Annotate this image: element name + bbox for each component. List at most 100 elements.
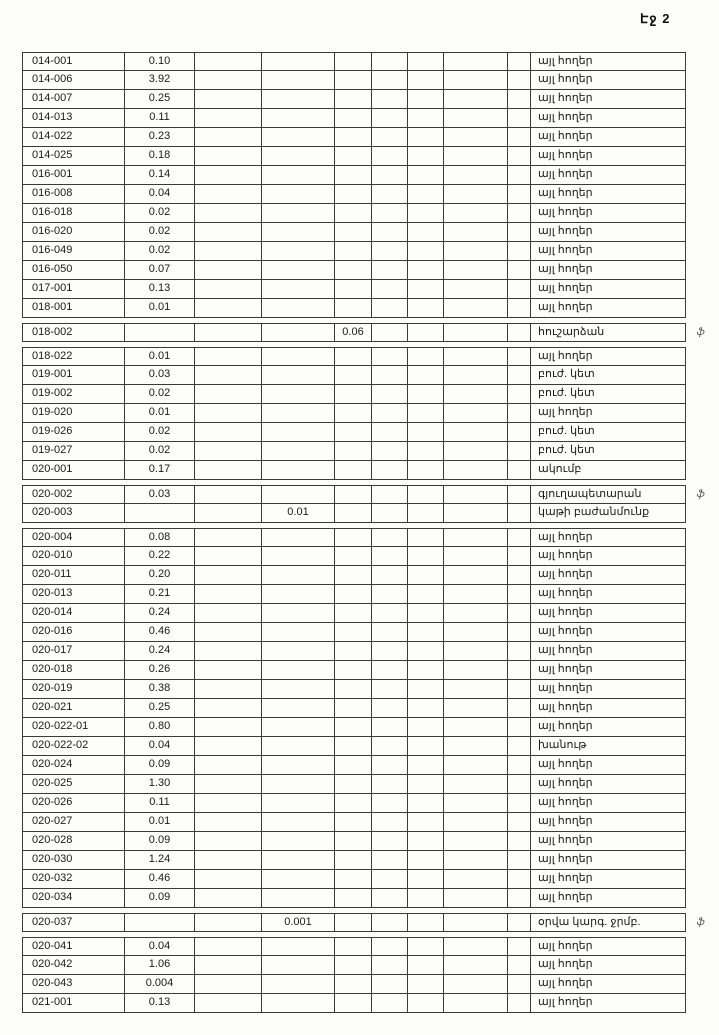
empty-cell [195, 585, 262, 603]
empty-cell [372, 109, 408, 127]
empty-cell [508, 975, 531, 993]
col4-value-cell [262, 956, 335, 974]
col4-value-cell [262, 223, 335, 241]
empty-cell [444, 90, 508, 108]
empty-cell [444, 604, 508, 622]
empty-cell [444, 442, 508, 460]
table-row: 020-002 0.03 գյուղապետարան ֆ [22, 485, 704, 504]
col5-value-cell [335, 261, 372, 279]
empty-cell [508, 486, 531, 503]
area-value-cell: 0.01 [125, 404, 195, 422]
parcel-id-cell: 020-028 [22, 832, 125, 850]
empty-cell [508, 109, 531, 127]
empty-cell [195, 366, 262, 384]
area-value-cell: 0.14 [125, 166, 195, 184]
col5-value-cell [335, 128, 372, 146]
empty-cell [372, 299, 408, 317]
parcel-id-cell: 019-026 [22, 423, 125, 441]
empty-cell [372, 71, 408, 89]
land-type-cell: այլ հողեր [531, 756, 686, 774]
land-type-cell: այլ հողեր [531, 585, 686, 603]
empty-cell [372, 994, 408, 1012]
land-type-cell: բուժ. կետ [531, 385, 686, 403]
col4-value-cell [262, 423, 335, 441]
empty-cell [408, 185, 444, 203]
table-row: 020-024 0.09 այլ հողեր [22, 756, 686, 775]
empty-cell [195, 204, 262, 222]
area-value-cell: 0.08 [125, 529, 195, 546]
land-type-cell: այլ հողեր [531, 223, 686, 241]
col4-value-cell [262, 128, 335, 146]
col5-value-cell [335, 975, 372, 993]
parcel-id-cell: 020-026 [22, 794, 125, 812]
col5-value-cell [335, 604, 372, 622]
area-value-cell: 1.24 [125, 851, 195, 869]
land-type-cell: այլ հողեր [531, 851, 686, 869]
col5-value-cell [335, 851, 372, 869]
area-value-cell: 0.25 [125, 699, 195, 717]
parcel-table: 014-001 0.10 այլ հողեր 014-006 3.92 այլ … [22, 52, 704, 1013]
empty-cell [444, 404, 508, 422]
table-row: 020-018 0.26 այլ հողեր [22, 661, 686, 680]
empty-cell [195, 642, 262, 660]
empty-cell [195, 442, 262, 460]
land-type-cell: այլ հողեր [531, 661, 686, 679]
parcel-id-cell: 020-016 [22, 623, 125, 641]
table-row: 018-022 0.01 այլ հողեր [22, 347, 686, 366]
empty-cell [508, 71, 531, 89]
table-row: 016-001 0.14 այլ հողեր [22, 166, 686, 185]
empty-cell [444, 504, 508, 522]
empty-cell [408, 404, 444, 422]
col5-value-cell [335, 699, 372, 717]
area-value-cell: 0.03 [125, 366, 195, 384]
area-value-cell: 0.24 [125, 604, 195, 622]
col4-value-cell [262, 71, 335, 89]
table-row: 020-041 0.04 այլ հողեր [22, 937, 686, 956]
empty-cell [444, 53, 508, 70]
empty-cell [372, 956, 408, 974]
empty-cell [372, 718, 408, 736]
col5-value-cell [335, 680, 372, 698]
empty-cell [372, 756, 408, 774]
col5-value-cell [335, 794, 372, 812]
col4-value-cell [262, 699, 335, 717]
col5-value-cell [335, 442, 372, 460]
empty-cell [372, 680, 408, 698]
parcel-id-cell: 019-020 [22, 404, 125, 422]
col5-value-cell [335, 109, 372, 127]
parcel-id-cell: 020-022-01 [22, 718, 125, 736]
col5-value-cell [335, 756, 372, 774]
empty-cell [444, 147, 508, 165]
empty-cell [195, 566, 262, 584]
col5-value-cell [335, 147, 372, 165]
parcel-id-cell: 020-004 [22, 529, 125, 546]
table-row: 020-014 0.24 այլ հողեր [22, 604, 686, 623]
area-value-cell: 1.30 [125, 775, 195, 793]
land-type-cell: այլ հողեր [531, 718, 686, 736]
empty-cell [444, 737, 508, 755]
empty-cell [408, 261, 444, 279]
empty-cell [508, 385, 531, 403]
land-type-cell: այլ հողեր [531, 71, 686, 89]
empty-cell [408, 737, 444, 755]
land-type-cell: բուժ. կետ [531, 423, 686, 441]
empty-cell [372, 975, 408, 993]
col5-value-cell [335, 737, 372, 755]
land-type-cell: այլ հողեր [531, 642, 686, 660]
empty-cell [444, 486, 508, 503]
empty-cell [444, 529, 508, 546]
col5-value-cell [335, 547, 372, 565]
empty-cell [508, 404, 531, 422]
empty-cell [372, 813, 408, 831]
parcel-id-cell: 019-002 [22, 385, 125, 403]
col5-value-cell [335, 366, 372, 384]
margin-note: ֆ [695, 917, 704, 928]
table-row: 020-003 0.01 կաթի բաժանմունք [22, 504, 686, 523]
parcel-id-cell: 020-027 [22, 813, 125, 831]
empty-cell [408, 299, 444, 317]
col5-value-cell [335, 566, 372, 584]
area-value-cell: 0.13 [125, 994, 195, 1012]
table-row: 017-001 0.13 այլ հողեր [22, 280, 686, 299]
empty-cell [508, 242, 531, 260]
empty-cell [372, 404, 408, 422]
